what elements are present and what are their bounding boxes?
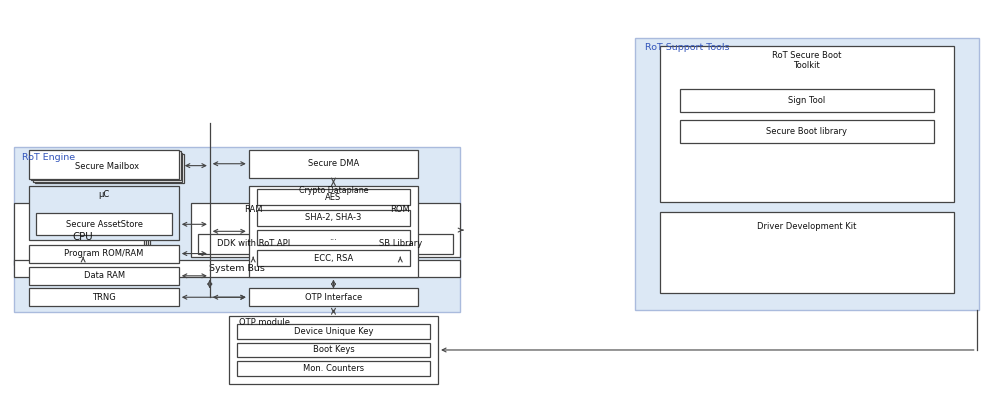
- Text: RoT Secure Boot
Toolkit: RoT Secure Boot Toolkit: [772, 51, 841, 70]
- Text: Crypto Dataplane: Crypto Dataplane: [299, 186, 368, 196]
- FancyBboxPatch shape: [31, 151, 181, 180]
- FancyBboxPatch shape: [257, 189, 410, 205]
- FancyBboxPatch shape: [257, 250, 410, 266]
- FancyBboxPatch shape: [347, 234, 453, 254]
- Text: SB Library: SB Library: [379, 239, 422, 248]
- Text: CPU: CPU: [73, 232, 93, 242]
- Text: Secure DMA: Secure DMA: [308, 159, 359, 168]
- FancyBboxPatch shape: [257, 210, 410, 226]
- Text: TRNG: TRNG: [92, 293, 116, 302]
- FancyBboxPatch shape: [191, 203, 316, 257]
- Text: ECC, RSA: ECC, RSA: [314, 254, 353, 262]
- FancyBboxPatch shape: [36, 213, 172, 236]
- Text: Secure Boot library: Secure Boot library: [766, 127, 847, 136]
- FancyBboxPatch shape: [340, 203, 460, 257]
- Text: SHA-2, SHA-3: SHA-2, SHA-3: [305, 213, 362, 222]
- FancyBboxPatch shape: [29, 244, 179, 263]
- FancyBboxPatch shape: [635, 38, 979, 310]
- FancyBboxPatch shape: [29, 186, 179, 240]
- FancyBboxPatch shape: [229, 316, 438, 384]
- FancyBboxPatch shape: [680, 89, 934, 112]
- FancyBboxPatch shape: [237, 324, 430, 339]
- Text: Data RAM: Data RAM: [84, 271, 125, 280]
- FancyBboxPatch shape: [249, 288, 418, 306]
- FancyBboxPatch shape: [16, 205, 146, 267]
- Text: RoT Support Tools: RoT Support Tools: [645, 44, 729, 52]
- Text: OTP Interface: OTP Interface: [305, 293, 362, 302]
- FancyBboxPatch shape: [20, 208, 150, 270]
- FancyBboxPatch shape: [33, 153, 182, 182]
- FancyBboxPatch shape: [237, 342, 430, 358]
- Text: System Bus: System Bus: [209, 264, 265, 273]
- FancyBboxPatch shape: [660, 46, 954, 202]
- Text: Device Unique Key: Device Unique Key: [294, 327, 373, 336]
- Text: Sign Tool: Sign Tool: [788, 96, 825, 105]
- FancyBboxPatch shape: [14, 203, 144, 265]
- FancyBboxPatch shape: [257, 230, 410, 245]
- Text: Secure AssetStore: Secure AssetStore: [66, 220, 143, 229]
- Text: Mon. Counters: Mon. Counters: [303, 364, 364, 373]
- Text: Driver Development Kit: Driver Development Kit: [757, 222, 856, 231]
- Text: ROM: ROM: [390, 204, 410, 214]
- FancyBboxPatch shape: [29, 150, 179, 178]
- Text: ...: ...: [330, 233, 337, 242]
- Text: RAM: RAM: [244, 204, 262, 214]
- FancyBboxPatch shape: [660, 212, 954, 293]
- FancyBboxPatch shape: [249, 186, 418, 277]
- FancyBboxPatch shape: [198, 234, 309, 254]
- Text: OTP module: OTP module: [239, 318, 290, 327]
- FancyBboxPatch shape: [14, 260, 460, 277]
- FancyBboxPatch shape: [35, 154, 184, 183]
- FancyBboxPatch shape: [680, 120, 934, 143]
- Text: μC: μC: [98, 190, 110, 199]
- FancyBboxPatch shape: [237, 361, 430, 376]
- FancyBboxPatch shape: [14, 147, 460, 312]
- FancyBboxPatch shape: [29, 267, 179, 285]
- Text: Boot Keys: Boot Keys: [313, 346, 354, 354]
- Text: RoT Engine: RoT Engine: [22, 153, 75, 162]
- Text: AES: AES: [325, 193, 342, 202]
- Text: Secure Mailbox: Secure Mailbox: [75, 162, 139, 171]
- Text: DDK with RoT API: DDK with RoT API: [217, 239, 290, 248]
- FancyBboxPatch shape: [18, 206, 148, 268]
- FancyBboxPatch shape: [29, 288, 179, 306]
- FancyBboxPatch shape: [249, 150, 418, 178]
- Text: Program ROM/RAM: Program ROM/RAM: [64, 249, 144, 258]
